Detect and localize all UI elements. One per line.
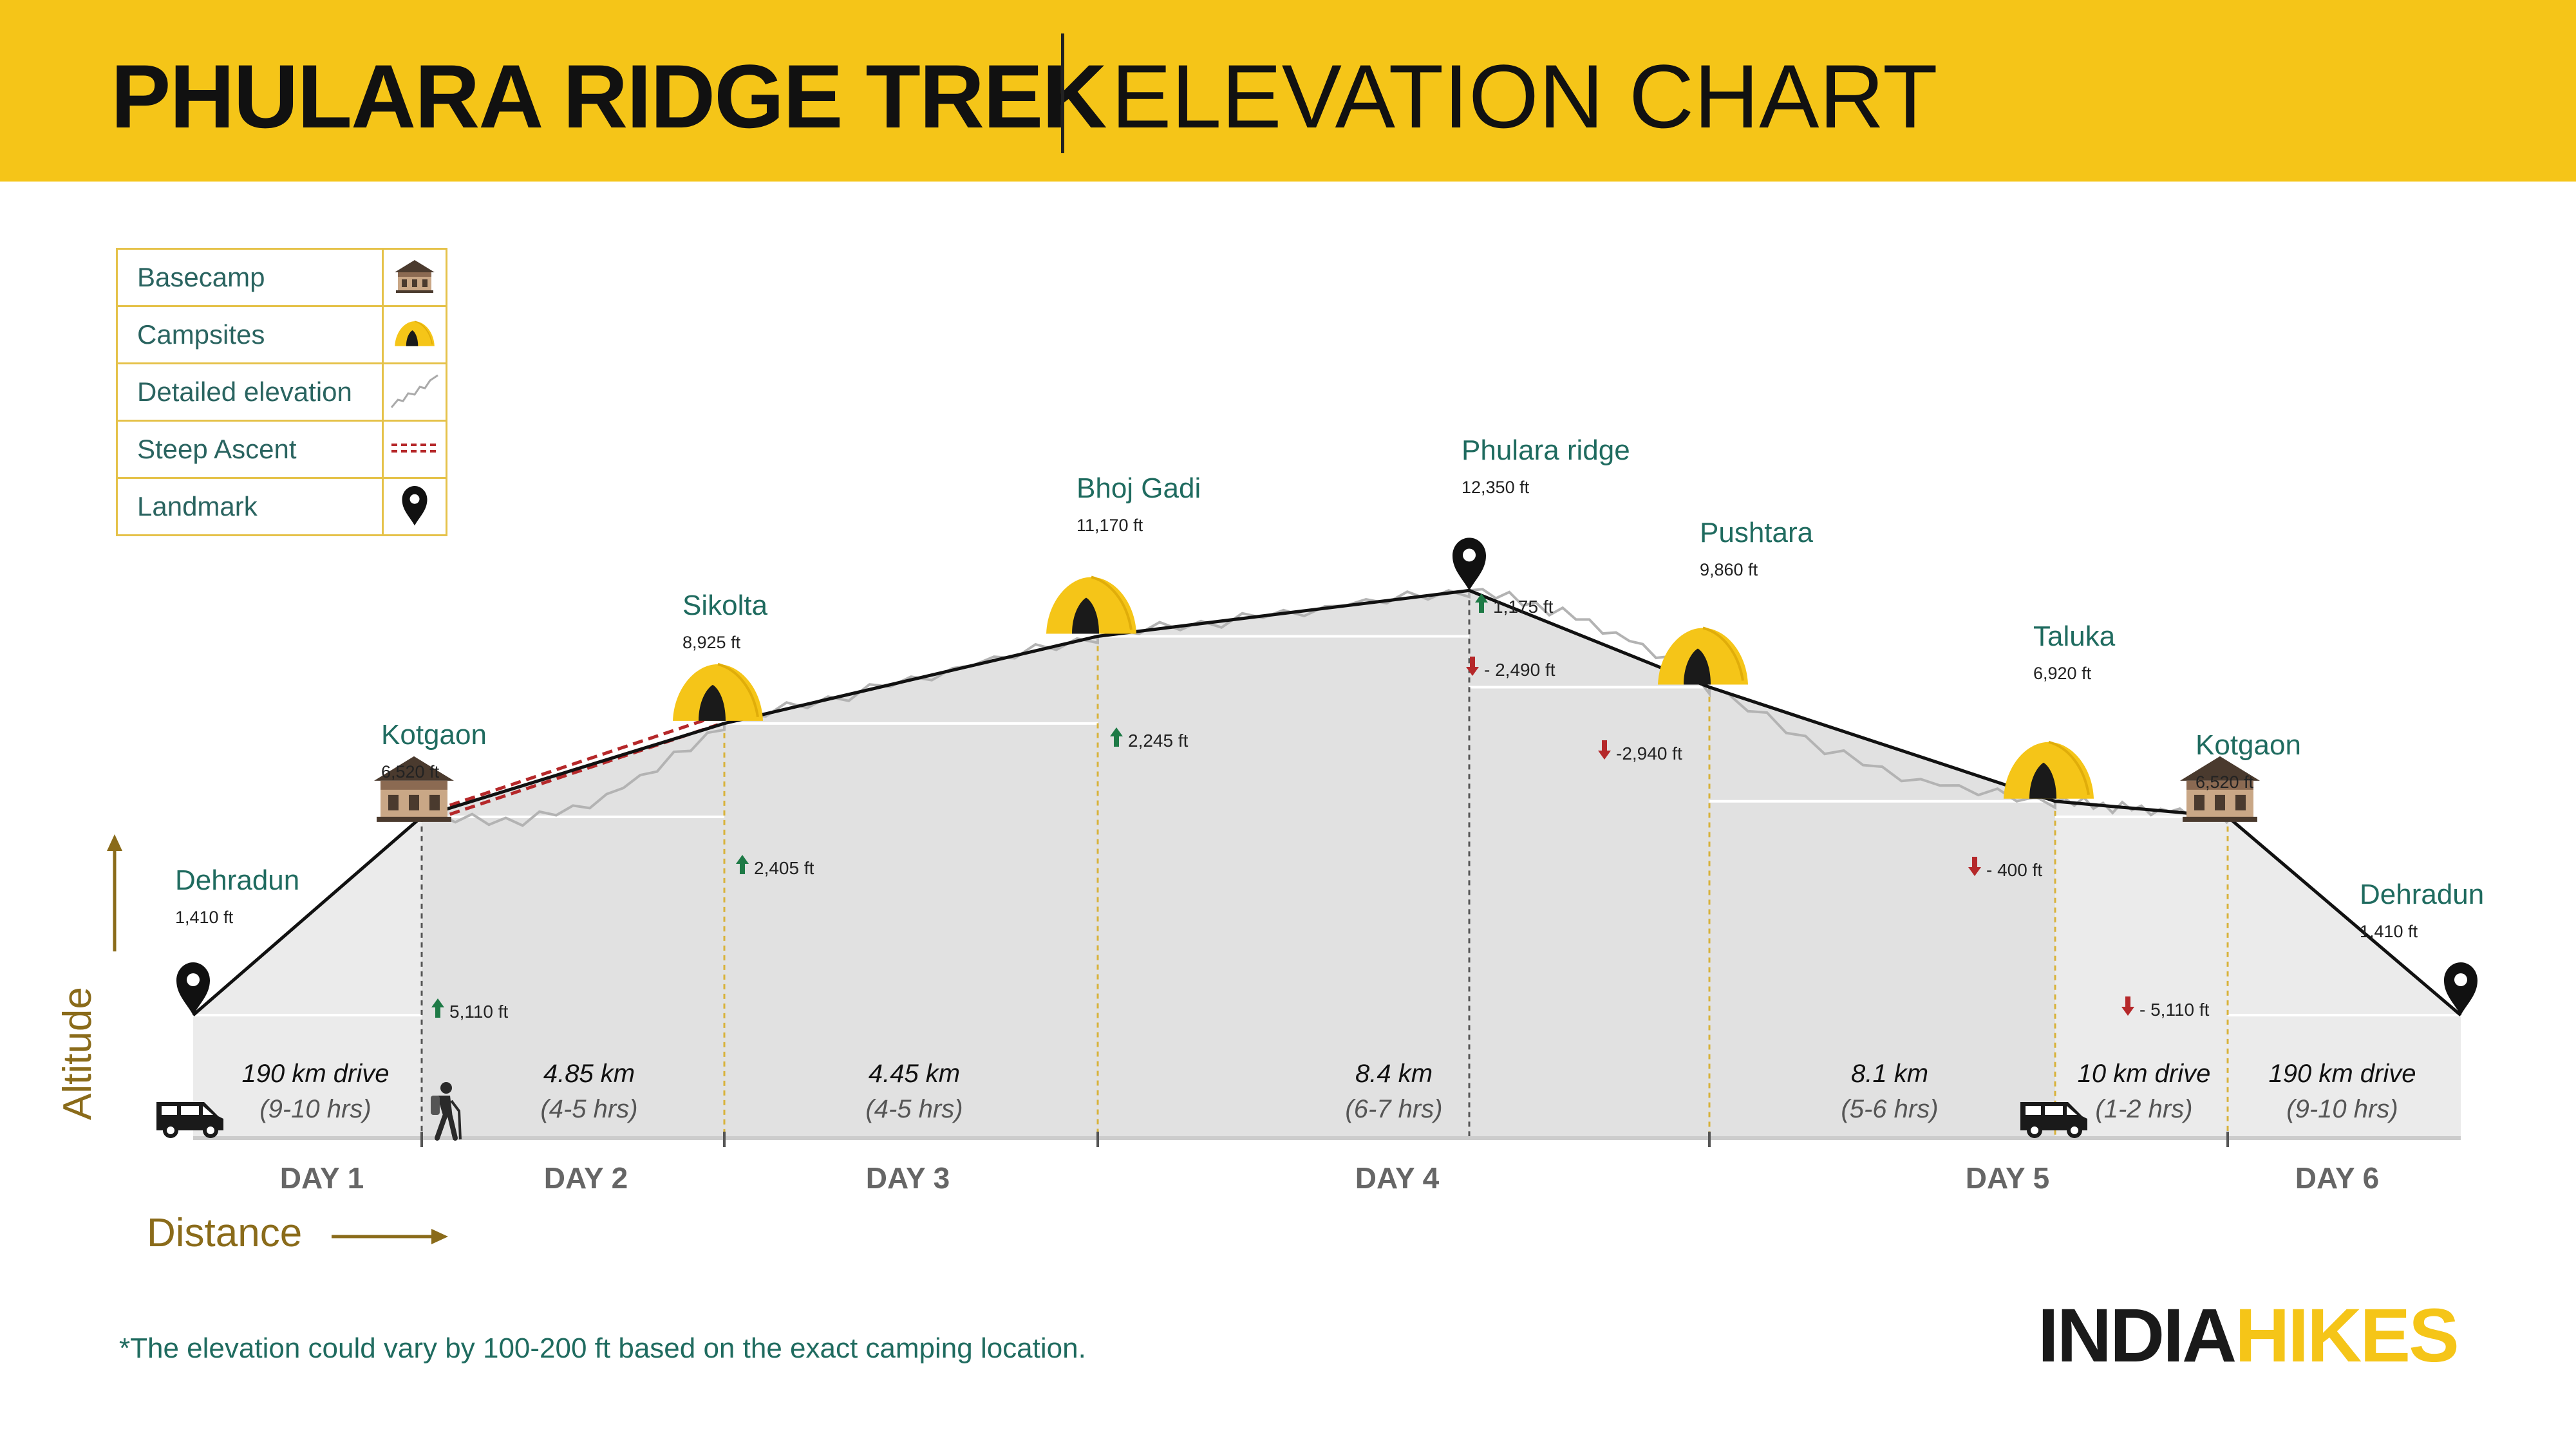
x-axis-label-text: Distance <box>147 1211 303 1255</box>
point-elevation: 12,350 ft <box>1462 478 1530 497</box>
point-elevation: 1,410 ft <box>175 908 234 927</box>
legend-item-campsites: Campsites <box>116 305 447 364</box>
footnote: *The elevation could vary by 100-200 ft … <box>119 1332 1086 1364</box>
point-name: Kotgaon <box>381 719 487 751</box>
segment-time: (5-6 hrs) <box>1841 1095 1938 1123</box>
elevation-change-label: 2,245 ft <box>1128 731 1189 751</box>
steep-ascent-line <box>434 714 719 812</box>
pin-icon <box>382 477 447 536</box>
legend-label: Campsites <box>116 305 384 364</box>
house-icon <box>382 248 447 307</box>
point-name: Kotgaon <box>2195 729 2301 761</box>
legend-label: Landmark <box>116 477 384 536</box>
day-label: DAY 1 <box>280 1161 364 1195</box>
segment-time: (9-10 hrs) <box>259 1095 371 1123</box>
point-name: Taluka <box>2033 621 2116 652</box>
point-elevation: 9,860 ft <box>1700 560 1758 579</box>
elevation-line-icon <box>382 362 447 422</box>
tent-icon <box>2002 740 2095 800</box>
trek-area <box>422 590 2055 1138</box>
day-label: DAY 2 <box>544 1161 628 1195</box>
tent-icon <box>1045 575 1138 635</box>
tent-icon <box>382 305 447 364</box>
point-elevation: 1,410 ft <box>2360 922 2418 941</box>
segment-time: (9-10 hrs) <box>2286 1095 2398 1123</box>
point-elevation: 6,920 ft <box>2033 664 2092 683</box>
legend-label: Steep Ascent <box>116 420 384 479</box>
legend-label: Basecamp <box>116 248 384 307</box>
segment-time: (1-2 hrs) <box>2095 1095 2192 1123</box>
point-elevation: 8,925 ft <box>682 633 741 652</box>
elevation-change-label: 2,405 ft <box>754 858 814 878</box>
brand-part-2: HIKES <box>2235 1293 2459 1378</box>
segment-time: (4-5 hrs) <box>540 1095 637 1123</box>
y-axis-arrowhead <box>107 834 122 851</box>
tent-icon <box>672 662 764 722</box>
legend-item-landmark: Landmark <box>116 477 447 536</box>
x-axis-label: Distance <box>147 1210 302 1256</box>
point-name: Dehradun <box>175 865 299 896</box>
segment-time: (6-7 hrs) <box>1345 1095 1442 1123</box>
segment-distance: 190 km drive <box>242 1060 390 1088</box>
elevation-change-label: -2,940 ft <box>1616 743 1682 763</box>
tent-icon <box>1657 626 1749 686</box>
legend-item-steep-ascent: Steep Ascent <box>116 420 447 479</box>
segment-distance: 4.85 km <box>543 1060 635 1088</box>
day-label: DAY 3 <box>866 1161 950 1195</box>
elevation-change-label: 1,175 ft <box>1493 597 1554 617</box>
legend-item-basecamp: Basecamp <box>116 248 447 307</box>
elevation-profile-line <box>192 588 2462 1016</box>
dashed-line-icon <box>382 420 447 479</box>
segment-distance: 4.45 km <box>869 1060 960 1088</box>
elevation-change-label: - 2,490 ft <box>1484 660 1556 680</box>
segment-distance: 8.4 km <box>1355 1060 1433 1088</box>
point-elevation: 6,520 ft <box>381 762 440 781</box>
point-elevation: 11,170 ft <box>1076 516 1143 535</box>
legend-item-detailed-elevation: Detailed elevation <box>116 362 447 422</box>
point-name: Phulara ridge <box>1462 435 1630 466</box>
point-elevation: 6,520 ft <box>2195 772 2254 792</box>
elevation-change-label: 5,110 ft <box>449 1002 509 1022</box>
segment-distance: 190 km drive <box>2269 1060 2416 1088</box>
brand-part-1: INDIA <box>2038 1293 2237 1378</box>
day-label: DAY 4 <box>1355 1161 1440 1195</box>
legend-label: Detailed elevation <box>116 362 384 422</box>
pin-icon <box>1453 538 1486 591</box>
point-name: Dehradun <box>2360 879 2484 910</box>
segment-time: (4-5 hrs) <box>865 1095 963 1123</box>
day-label: DAY 5 <box>1966 1161 2049 1195</box>
elevation-change-label: - 5,110 ft <box>2139 1000 2210 1020</box>
x-axis-arrowhead <box>431 1229 448 1244</box>
segment-distance: 10 km drive <box>2078 1060 2211 1088</box>
legend: Basecamp Campsites Detailed elevation St… <box>116 248 447 536</box>
point-name: Bhoj Gadi <box>1076 472 1201 504</box>
header-banner <box>0 0 2576 182</box>
y-axis-label: Altitude <box>55 987 100 1120</box>
segment-distance: 8.1 km <box>1851 1060 1928 1088</box>
day-label: DAY 6 <box>2295 1161 2379 1195</box>
title-divider <box>1061 33 1064 153</box>
elevation-change-label: - 400 ft <box>1986 860 2042 880</box>
brand-logo: INDIAHIKES <box>2038 1293 2459 1378</box>
chart-subtitle: ELEVATION CHART <box>1111 46 1938 147</box>
point-name: Sikolta <box>682 590 768 621</box>
point-name: Pushtara <box>1700 517 1814 548</box>
chart-title: PHULARA RIDGE TREK <box>111 46 1107 147</box>
